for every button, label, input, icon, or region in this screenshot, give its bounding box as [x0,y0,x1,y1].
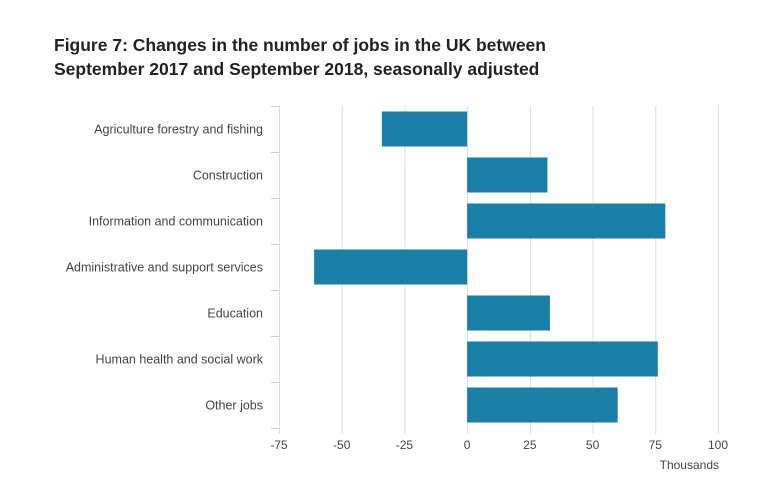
gridlines [279,106,719,434]
bar [467,203,666,239]
bar [467,387,618,423]
category-labels: Agriculture forestry and fishing Construc… [66,123,264,413]
bar [467,341,658,377]
x-tick-label: -50 [333,438,351,452]
category-label: Information and communication [89,215,263,229]
category-label: Other jobs [205,399,263,413]
chart-title-line-2: September 2017 and September 2018, seaso… [54,59,540,79]
x-tick-label: -25 [396,438,414,452]
x-tick-labels: -75 -50 -25 0 25 50 75 100 [270,438,728,452]
bar [381,111,468,147]
category-label: Agriculture forestry and fishing [94,123,263,137]
chart-title-line-1: Figure 7: Changes in the number of jobs … [54,35,546,55]
category-tick-marks [271,106,279,429]
bar [314,249,468,285]
chart-title: Figure 7: Changes in the number of jobs … [54,33,754,81]
bar [467,295,550,331]
category-label: Education [207,307,263,321]
bar [467,157,548,193]
x-tick-label: 75 [649,438,663,452]
x-tick-label: 0 [464,438,471,452]
x-tick-label: 50 [586,438,600,452]
category-label: Construction [193,169,263,183]
category-label: Administrative and support services [66,261,263,275]
x-axis-title: Thousands [660,458,719,472]
category-label: Human health and social work [96,353,264,367]
x-tick-label: -75 [270,438,288,452]
x-tick-label: 25 [523,438,537,452]
x-tick-label: 100 [708,438,728,452]
bars [314,111,666,423]
